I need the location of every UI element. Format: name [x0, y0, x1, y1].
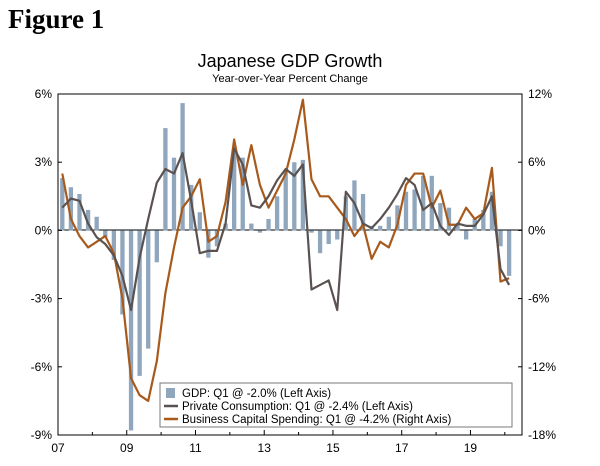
left-tick-label: 6%: [35, 87, 53, 101]
gdp-bar: [481, 209, 486, 231]
gdp-bar: [103, 230, 108, 238]
gdp-bar: [455, 223, 460, 231]
legend-box: [159, 382, 513, 428]
left-tick-label: 0%: [35, 223, 53, 237]
gdp-bar: [180, 103, 185, 231]
gdp-bar: [292, 162, 297, 231]
gdp-bar: [317, 230, 323, 254]
gdp-bar: [120, 230, 125, 315]
gdp-bar: [412, 189, 417, 231]
gdp-bar: [60, 178, 65, 231]
gdp-bar: [68, 187, 74, 231]
gdp-bar: [146, 230, 151, 349]
figure-label: Figure 1: [8, 4, 105, 34]
gdp-bar: [240, 157, 245, 231]
gdp-bar: [326, 230, 331, 245]
legend: GDP: Q1 @ -2.0% (Left Axis) Private Cons…: [159, 382, 513, 428]
gdp-bar: [386, 216, 391, 231]
gdp-bar: [94, 216, 99, 231]
gdp-bar: [163, 128, 168, 231]
x-tick-label: 19: [464, 441, 478, 455]
chart-title: Japanese GDP Growth: [198, 51, 383, 71]
legend-label-capex: Business Capital Spending: Q1 @ -4.2% (R…: [182, 414, 451, 426]
gdp-bar: [378, 225, 383, 231]
gdp-bar: [197, 212, 202, 231]
gdp-bar: [309, 230, 314, 233]
gdp-bar: [498, 230, 503, 247]
x-tick-label: 15: [326, 441, 340, 455]
legend-label-consumption: Private Consumption: Q1 @ -2.4% (Left Ax…: [182, 401, 413, 413]
x-tick-label: 07: [51, 441, 65, 455]
gdp-bar: [137, 230, 142, 376]
consumption-line: [61, 147, 511, 312]
right-axis: 12% 6% 0% -6% -12% -18%: [518, 87, 556, 442]
gdp-bar: [111, 230, 116, 260]
gdp-bars: [60, 103, 512, 431]
x-tick-label: 17: [395, 441, 409, 455]
right-tick-label: -18%: [528, 428, 556, 442]
right-tick-label: 6%: [528, 155, 546, 169]
gdp-bar: [77, 194, 82, 231]
gdp-bar: [438, 203, 443, 231]
gdp-bar: [506, 230, 512, 276]
gdp-bar: [489, 191, 495, 231]
right-tick-label: -6%: [528, 292, 550, 306]
x-tick-label: 13: [258, 441, 272, 455]
left-tick-label: -9%: [31, 428, 53, 442]
legend-label-gdp: GDP: Q1 @ -2.0% (Left Axis): [182, 388, 331, 400]
gdp-bar: [395, 205, 400, 231]
gdp-bar: [214, 230, 220, 247]
gdp-bar: [249, 223, 254, 231]
gdp-bar: [171, 157, 177, 231]
gdp-bar: [266, 219, 271, 231]
left-axis: 6% 3% 0% -3% -6% -9%: [31, 87, 62, 442]
gdp-bar: [206, 230, 211, 258]
right-tick-label: -12%: [528, 360, 556, 374]
chart-subtitle: Year-over-Year Percent Change: [212, 73, 368, 85]
gdp-bar: [85, 209, 91, 231]
gdp-bar: [283, 171, 288, 231]
gdp-bar: [300, 159, 306, 231]
gdp-bar: [343, 196, 348, 231]
gdp-bar: [232, 153, 237, 231]
gdp-bar: [446, 207, 452, 231]
left-tick-label: -3%: [31, 292, 53, 306]
gdp-bar: [360, 194, 366, 231]
gdp-bar: [189, 184, 194, 231]
legend-swatch-gdp: [166, 388, 175, 398]
gdp-bar: [128, 230, 134, 431]
gdp-bar: [421, 175, 426, 231]
left-tick-label: 3%: [35, 155, 53, 169]
gdp-bar: [464, 230, 469, 240]
right-tick-label: 0%: [528, 223, 546, 237]
plot-frame: [57, 93, 523, 436]
gdp-bar: [257, 230, 263, 233]
x-tick-label: 11: [189, 441, 202, 455]
x-axis: 07 09 11 13 15 17 19: [51, 430, 506, 455]
x-tick-label: 09: [120, 441, 134, 455]
right-tick-label: 12%: [528, 87, 552, 101]
gdp-bar: [403, 191, 409, 231]
gdp-bar: [274, 196, 280, 231]
gdp-bar: [335, 230, 340, 240]
capex-line: [61, 98, 510, 402]
left-tick-label: -6%: [31, 360, 53, 374]
gdp-bar: [154, 230, 159, 263]
